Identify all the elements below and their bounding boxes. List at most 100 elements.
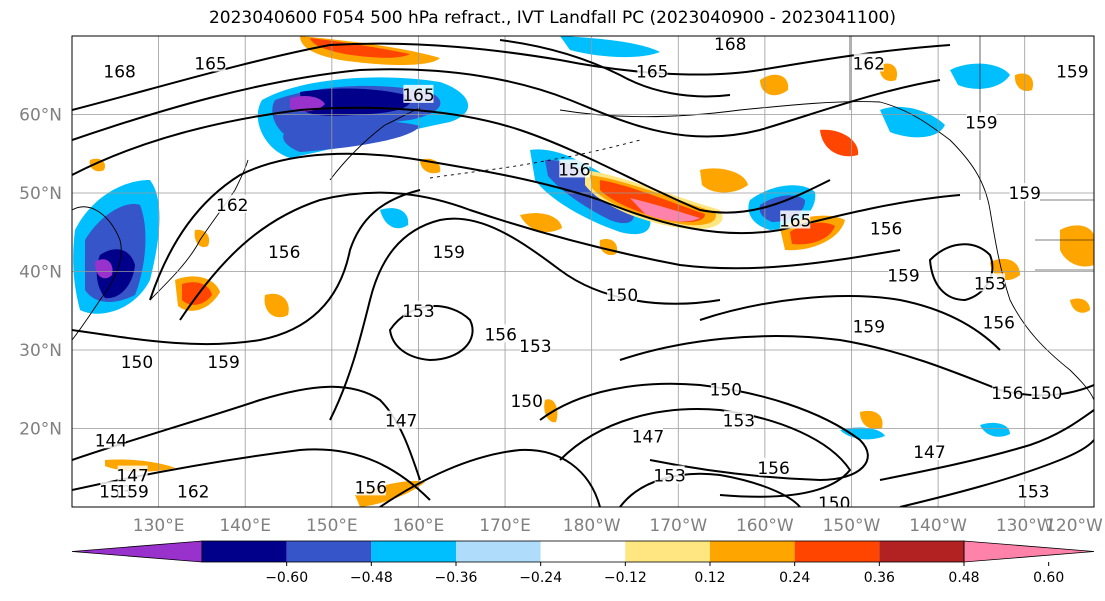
contour-label-background xyxy=(117,481,148,500)
positive-anomaly-region xyxy=(544,399,558,423)
contour-label-background xyxy=(715,36,746,52)
contour-label: 159 xyxy=(887,266,919,286)
longitude-tick-label: 140°W xyxy=(909,516,967,536)
contour-line xyxy=(539,382,869,482)
contour-line xyxy=(879,409,1094,481)
colorbar-extend-high xyxy=(963,540,1095,563)
contour-label: 156 xyxy=(268,243,300,263)
contour-label-background xyxy=(269,241,300,260)
contour-label-background xyxy=(654,465,685,484)
positive-anomaly-region xyxy=(600,180,705,222)
colorbar-tick-label: 0.60 xyxy=(1033,570,1064,586)
negative-anomaly-region xyxy=(95,259,113,279)
contour-label: 156 xyxy=(484,325,516,345)
latitude-tick-label: 50°N xyxy=(19,184,62,204)
positive-anomaly-region xyxy=(310,38,410,58)
positive-anomaly-region xyxy=(700,168,748,193)
contour-label-background xyxy=(723,410,754,429)
contour-label-background xyxy=(853,316,884,335)
positive-anomaly-region xyxy=(860,410,883,430)
shaded-anomaly-field xyxy=(73,36,1094,507)
negative-anomaly-region xyxy=(560,36,660,58)
positive-anomaly-region xyxy=(630,198,700,222)
positive-anomaly-region xyxy=(1014,73,1034,92)
contour-label: 165 xyxy=(402,86,434,106)
contour-label-background xyxy=(966,112,997,131)
contour-label: 156 xyxy=(558,160,590,180)
contour-label-background xyxy=(485,324,516,343)
contour-label-background xyxy=(710,379,741,398)
longitude-tick-label: 170°W xyxy=(649,516,707,536)
longitude-labels: 130°E 140°E 150°E 160°E 170°E 180°W 170°W 160°W… xyxy=(133,516,1103,536)
contour-label-background xyxy=(914,442,945,461)
contour-label-background xyxy=(386,410,417,429)
contour-label-background xyxy=(95,430,126,449)
contour-line xyxy=(499,39,731,98)
contour-label-background xyxy=(121,351,152,370)
contour-label: 168 xyxy=(714,35,746,55)
colorbar-tick-label: 0.12 xyxy=(694,570,725,586)
latitude-tick-label: 60°N xyxy=(19,106,62,126)
contour-labels: 168 165 165 165 168 162 159 159 156 162 156 159 165 1… xyxy=(95,35,1089,507)
positive-anomaly-region xyxy=(820,129,859,157)
contour-line xyxy=(72,68,941,141)
latitude-tick-label: 20°N xyxy=(19,420,62,440)
contour-label: 150 xyxy=(710,380,742,400)
contour-label-background xyxy=(975,273,1006,292)
contour-label-background xyxy=(1009,183,1040,201)
contour-label: 153 xyxy=(723,412,755,432)
colorbar-bin xyxy=(710,541,795,562)
colorbar-bin xyxy=(202,541,287,562)
contour-line xyxy=(72,42,951,111)
contour-line xyxy=(899,439,1094,507)
contour-label: 159 xyxy=(207,353,239,373)
colorbar-tick-label: 0.36 xyxy=(864,570,895,586)
contour-label: 153 xyxy=(1017,482,1049,502)
contour-label: 165 xyxy=(779,211,811,231)
longitude-tick-label: 150°E xyxy=(306,516,358,536)
contour-label-background xyxy=(758,457,789,476)
colorbar-frame xyxy=(201,540,965,563)
contour-label: 159 xyxy=(433,243,465,263)
contour-label-background xyxy=(871,218,902,237)
positive-anomaly-region xyxy=(1060,225,1094,267)
coastline-aleutians xyxy=(429,139,641,179)
latitude-tick-label: 30°N xyxy=(19,341,62,361)
contour-label-background xyxy=(637,61,668,80)
contour-line xyxy=(619,472,801,507)
contour-label-background xyxy=(104,61,135,80)
gridlines xyxy=(72,36,1094,507)
coastline-east-asia xyxy=(72,206,122,341)
positive-anomaly-region xyxy=(520,213,562,232)
contour-label-background xyxy=(780,210,811,229)
contour-line xyxy=(699,295,1001,351)
contour-label: 159 xyxy=(965,113,997,133)
longitude-tick-label: 140°E xyxy=(219,516,271,536)
contour-label-background xyxy=(433,241,464,260)
contour-line xyxy=(559,408,852,498)
contour-label-background xyxy=(520,336,551,355)
negative-anomaly-region xyxy=(283,120,420,152)
colorbar-tick-label: −0.48 xyxy=(350,570,393,586)
contour-label-background xyxy=(992,383,1023,402)
contour-label: 162 xyxy=(216,196,248,216)
colorbar-bin xyxy=(625,541,710,562)
colorbar-extend-low xyxy=(71,540,203,563)
contour-label-background xyxy=(819,493,850,507)
contour-label-background xyxy=(403,84,434,103)
colorbar-tick-label: −0.12 xyxy=(604,570,647,586)
contour-label: 153 xyxy=(402,302,434,322)
contour-label-background xyxy=(888,265,919,284)
longitude-tick-label: 160°E xyxy=(393,516,445,536)
contour-line xyxy=(379,448,601,507)
map-frame xyxy=(71,35,1095,508)
contour-label-background xyxy=(208,351,239,370)
contour-label: 162 xyxy=(853,54,885,74)
longitude-tick-label: 180°W xyxy=(563,516,621,536)
contour-label-background xyxy=(559,159,590,178)
longitude-tick-label: 130°W xyxy=(996,516,1054,536)
colorbar-tick-label: 0.24 xyxy=(779,570,810,586)
negative-anomaly-region xyxy=(290,96,325,112)
refractivity-contours xyxy=(72,39,1094,507)
contour-label-background xyxy=(1031,383,1062,402)
